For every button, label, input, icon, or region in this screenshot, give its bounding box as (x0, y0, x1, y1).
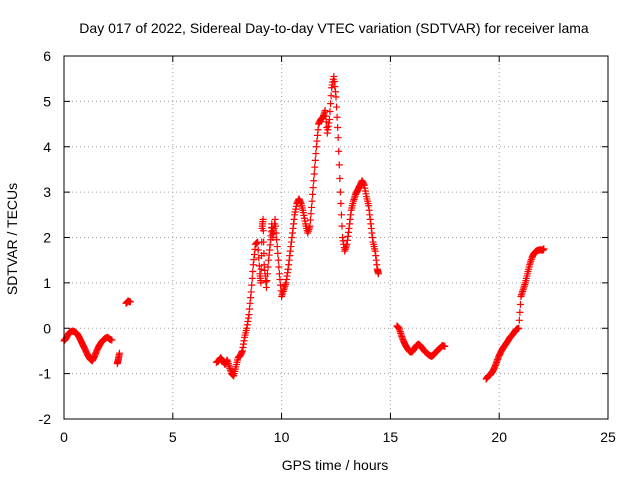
data-point (272, 229, 280, 237)
data-point (308, 197, 316, 205)
data-point (248, 281, 256, 289)
y-tick-label: 2 (43, 230, 51, 246)
data-point (273, 236, 281, 244)
data-point (310, 170, 318, 178)
data-point (327, 92, 335, 100)
data-point (515, 316, 523, 324)
data-point (335, 161, 343, 169)
data-point (326, 108, 334, 116)
data-point (249, 268, 257, 276)
chart-title: Day 017 of 2022, Sidereal Day-to-day VTE… (79, 20, 589, 36)
data-point (254, 246, 262, 254)
data-point (516, 308, 524, 316)
x-tick-label: 10 (274, 429, 290, 445)
data-point (260, 238, 268, 246)
data-point (263, 277, 271, 285)
data-point (515, 324, 523, 332)
data-point (259, 215, 267, 223)
y-tick-label: 3 (43, 184, 51, 200)
data-point (259, 227, 267, 235)
data-point (374, 270, 382, 278)
data-point (262, 283, 270, 291)
data-point (260, 249, 268, 257)
data-point (306, 222, 314, 230)
y-axis-label: SDTVAR / TECUs (4, 183, 20, 295)
data-point (334, 134, 342, 142)
plot-frame (63, 55, 609, 420)
data-point (257, 279, 265, 287)
data-marks (60, 72, 548, 383)
data-point (272, 222, 280, 230)
y-tick-label: 6 (43, 48, 51, 64)
y-tick-labels: -2 -1 0 1 2 3 4 5 6 (39, 48, 52, 427)
data-point (311, 163, 319, 171)
data-point (338, 222, 346, 230)
data-point (312, 150, 320, 158)
data-point (337, 199, 345, 207)
x-tick-label: 25 (600, 429, 616, 445)
data-point (274, 249, 282, 257)
data-point (257, 265, 265, 273)
data-point (108, 336, 116, 344)
data-point (441, 342, 449, 350)
data-point (247, 288, 255, 296)
data-point (310, 177, 318, 185)
data-point (336, 175, 344, 183)
y-tick-label: 0 (43, 320, 51, 336)
data-point (332, 93, 340, 101)
data-point (311, 156, 319, 164)
data-point (264, 263, 272, 271)
data-point (248, 274, 256, 282)
data-point (336, 188, 344, 196)
data-point (334, 123, 342, 131)
data-point (516, 300, 524, 308)
y-tick-label: -1 (39, 366, 52, 382)
data-point (308, 203, 316, 211)
data-point (307, 210, 315, 218)
data-point (274, 256, 282, 264)
data-point (115, 349, 123, 357)
x-tick-label: 15 (383, 429, 399, 445)
x-tick-labels: 0 5 10 15 20 25 (60, 429, 616, 445)
data-point (337, 211, 345, 219)
y-tick-label: 5 (43, 93, 51, 109)
y-tick-label: 4 (43, 139, 51, 155)
data-point (333, 103, 341, 111)
data-point (126, 298, 134, 306)
data-point (263, 270, 271, 278)
grid-lines (64, 56, 608, 419)
data-point (333, 113, 341, 121)
data-point (335, 147, 343, 155)
data-point (325, 116, 333, 124)
x-tick-label: 5 (169, 429, 177, 445)
data-point (273, 243, 281, 251)
data-point (271, 215, 279, 223)
data-point (275, 263, 283, 271)
data-point (306, 216, 314, 224)
data-point (540, 245, 548, 253)
data-point (327, 100, 335, 108)
x-axis-label: GPS time / hours (282, 457, 389, 473)
x-tick-label: 0 (60, 429, 68, 445)
x-tick-label: 20 (491, 429, 507, 445)
y-tick-label: 1 (43, 275, 51, 291)
data-point (309, 190, 317, 198)
y-tick-label: -2 (39, 411, 52, 427)
data-point (309, 184, 317, 192)
